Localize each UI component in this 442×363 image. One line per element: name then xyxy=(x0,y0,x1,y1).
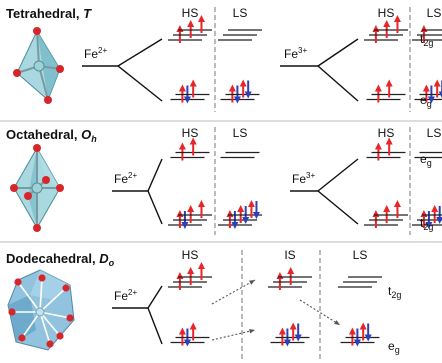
splitting-lines xyxy=(82,38,163,102)
orbital-set-label: eg xyxy=(388,339,400,355)
spin-up-electron xyxy=(187,267,195,285)
spin-up-electron xyxy=(359,322,367,341)
spin-down-electron xyxy=(181,211,189,229)
spin-up-electron xyxy=(197,262,205,280)
ion-label: Fe3+ xyxy=(292,171,315,186)
spin-down-electron xyxy=(244,80,252,99)
ion-label: Fe2+ xyxy=(114,288,137,303)
panel-title-octahedral: Octahedral, Oh xyxy=(6,127,97,144)
spin-up-electron xyxy=(237,205,245,223)
spin-up-electron xyxy=(393,200,401,218)
splitting-diagrams: Fe2+ HS LS Fe3+ HS LS t2g eg Fe2+ HS LS Fe3+ HS LS eg t… xyxy=(82,6,442,360)
spin-down-electron xyxy=(436,206,442,224)
spin-state-label: LS xyxy=(233,6,248,20)
transition-arrow xyxy=(211,328,256,341)
orbital-set-label: eg xyxy=(420,93,432,109)
spin-state-label: HS xyxy=(378,126,395,140)
spin-down-electron xyxy=(242,206,250,224)
orbital-set-label: t2g xyxy=(420,216,433,232)
spin-down-electron xyxy=(233,85,241,104)
splitting-lines xyxy=(290,158,359,225)
spin-down-electron xyxy=(425,211,433,229)
spin-state-label: HS xyxy=(182,248,199,262)
spin-up-electron xyxy=(178,327,186,346)
spin-down-electron xyxy=(294,323,302,342)
ion-label: Fe2+ xyxy=(114,171,137,186)
spin-down-electron xyxy=(183,328,191,347)
splitting-lines xyxy=(280,38,359,102)
panel-title-dodecahedral: Dodecahedral, Do xyxy=(6,251,115,268)
spin-up-electron xyxy=(383,20,391,38)
spin-state-label: HS xyxy=(182,126,199,140)
orbital-set-label: eg xyxy=(420,152,432,168)
spin-down-electron xyxy=(364,323,372,342)
spin-down-electron xyxy=(183,85,191,104)
spin-up-electron xyxy=(385,137,393,156)
spin-up-electron xyxy=(433,79,441,98)
spin-up-electron xyxy=(348,327,356,346)
octahedron-molecule-icon xyxy=(10,144,64,232)
spin-up-electron xyxy=(247,200,255,218)
spin-up-electron xyxy=(189,322,197,341)
tetrahedron-molecule-icon xyxy=(13,27,64,104)
spin-state-label: LS xyxy=(353,248,368,262)
spin-up-electron xyxy=(374,84,382,103)
spin-down-electron xyxy=(438,80,442,99)
spin-up-electron xyxy=(383,205,391,223)
spin-state-label: LS xyxy=(233,126,248,140)
spin-up-electron xyxy=(197,15,205,33)
spin-down-electron xyxy=(353,328,361,347)
spin-state-label: HS xyxy=(378,6,395,20)
spin-state-label: LS xyxy=(427,126,442,140)
spin-up-electron xyxy=(189,137,197,156)
spin-up-electron xyxy=(374,142,382,161)
spin-up-electron xyxy=(178,84,186,103)
ion-label: Fe2+ xyxy=(84,46,107,61)
splitting-lines xyxy=(112,285,163,345)
spin-up-electron xyxy=(287,267,295,285)
spin-down-electron xyxy=(252,201,260,219)
spin-up-electron xyxy=(187,205,195,223)
spin-up-electron xyxy=(289,322,297,341)
transition-arrow xyxy=(299,299,341,326)
spin-state-label: IS xyxy=(284,248,295,262)
spin-up-electron xyxy=(422,84,430,103)
spin-up-electron xyxy=(187,20,195,38)
orbital-set-label: t2g xyxy=(388,284,401,300)
spin-down-electron xyxy=(427,85,435,104)
spin-state-label: HS xyxy=(182,6,199,20)
spin-down-electron xyxy=(231,211,239,229)
panel-title-tetrahedral: Tetrahedral, T xyxy=(6,6,92,21)
orbital-set-label: t2g xyxy=(420,32,433,48)
dodecahedron-molecule-icon xyxy=(7,269,75,351)
splitting-lines xyxy=(112,158,163,225)
spin-up-electron xyxy=(189,79,197,98)
spin-up-electron xyxy=(385,79,393,98)
spin-up-electron xyxy=(393,15,401,33)
spin-up-electron xyxy=(278,327,286,346)
spin-up-electron xyxy=(228,84,236,103)
ion-label: Fe3+ xyxy=(284,46,307,61)
transition-arrow xyxy=(211,279,256,305)
spin-up-electron xyxy=(431,205,439,223)
spin-state-label: LS xyxy=(427,6,442,20)
spin-down-electron xyxy=(283,328,291,347)
spin-up-electron xyxy=(239,79,247,98)
spin-up-electron xyxy=(197,200,205,218)
spin-up-electron xyxy=(178,142,186,161)
